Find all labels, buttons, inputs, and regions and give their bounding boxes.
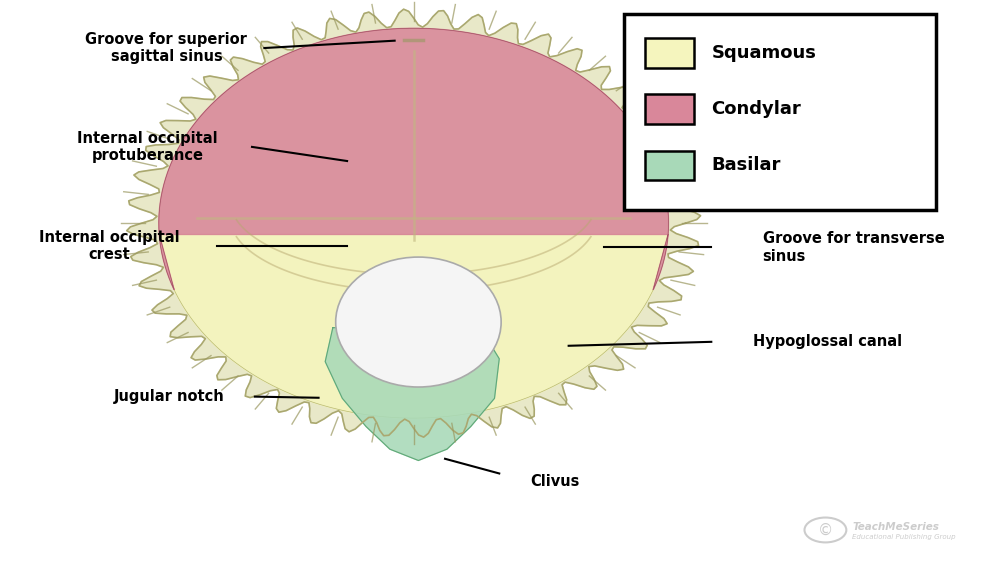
- Text: TeachMeSeries: TeachMeSeries: [852, 521, 939, 532]
- Polygon shape: [159, 234, 668, 418]
- Polygon shape: [325, 314, 499, 460]
- Text: Clivus: Clivus: [530, 474, 580, 489]
- Text: ©: ©: [818, 523, 833, 537]
- Text: Educational Publishing Group: Educational Publishing Group: [852, 534, 955, 540]
- FancyBboxPatch shape: [645, 38, 694, 68]
- Text: Condylar: Condylar: [711, 100, 801, 118]
- Text: Internal occipital
crest: Internal occipital crest: [39, 229, 180, 262]
- Text: Jugular notch: Jugular notch: [114, 389, 225, 404]
- Text: Hypoglossal canal: Hypoglossal canal: [753, 334, 902, 349]
- Text: Groove for transverse
sinus: Groove for transverse sinus: [763, 231, 945, 264]
- Ellipse shape: [336, 257, 501, 387]
- FancyBboxPatch shape: [645, 150, 694, 180]
- Text: Basilar: Basilar: [711, 157, 781, 174]
- FancyBboxPatch shape: [624, 14, 936, 210]
- Text: Groove for superior
sagittal sinus: Groove for superior sagittal sinus: [85, 32, 247, 64]
- Polygon shape: [159, 28, 669, 290]
- Text: Squamous: Squamous: [711, 44, 816, 62]
- Polygon shape: [127, 9, 700, 437]
- Text: Internal occipital
protuberance: Internal occipital protuberance: [77, 131, 218, 163]
- FancyBboxPatch shape: [645, 94, 694, 124]
